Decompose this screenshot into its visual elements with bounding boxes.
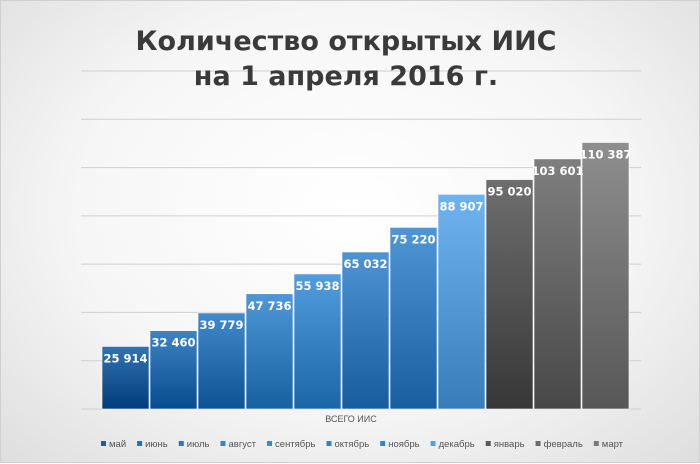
data-label-5: 55 938 [295, 279, 339, 293]
legend-swatch-11 [593, 441, 599, 446]
data-label-2: 32 460 [151, 336, 195, 350]
bar-2 [149, 330, 198, 410]
legend-label-1: май [109, 439, 126, 450]
bars [101, 142, 630, 410]
legend: май июнь июль август сентябрь октябрь ноябрь де… [101, 439, 624, 450]
x-category-label: ВСЕГО ИИС [325, 414, 377, 424]
bar-4 [245, 293, 294, 410]
legend-swatch-2 [137, 441, 143, 446]
chart-title-line-1: Количество открытых ИИС [135, 26, 556, 57]
legend-label-3: июль [187, 439, 210, 450]
legend-label-4: август [228, 439, 256, 450]
bar-9 [485, 179, 534, 410]
legend-label-10: февраль [544, 439, 583, 450]
legend-label-7: ноябрь [388, 439, 419, 450]
data-label-11: 110 387 [579, 147, 631, 161]
data-label-8: 88 907 [439, 199, 483, 213]
bar-7 [389, 227, 438, 410]
data-labels: 25 914 32 460 39 779 47 736 55 938 65 032 75 2… [103, 147, 631, 365]
legend-label-6: октябрь [334, 439, 369, 450]
data-label-6: 65 032 [343, 257, 387, 271]
legend-swatch-6 [326, 441, 332, 446]
legend-label-2: июнь [145, 439, 168, 450]
legend-swatch-3 [178, 441, 184, 446]
data-label-4: 47 736 [247, 299, 291, 313]
legend-label-11: март [602, 439, 624, 450]
bar-10 [533, 158, 582, 410]
bar-1 [101, 346, 150, 410]
data-label-9: 95 020 [487, 185, 531, 199]
bar-5 [293, 273, 342, 410]
legend-label-5: сентябрь [275, 439, 315, 450]
legend-swatch-7 [380, 441, 386, 446]
data-label-10: 103 601 [531, 164, 583, 178]
legend-label-8: декабрь [439, 439, 475, 450]
bar-3 [197, 312, 246, 410]
chart-title-line-2: на 1 апреля 2016 г. [194, 61, 498, 92]
legend-label-9: январь [494, 439, 525, 450]
data-label-3: 39 779 [199, 318, 243, 332]
legend-swatch-8 [430, 441, 436, 446]
legend-swatch-1 [101, 441, 106, 446]
legend-swatch-5 [267, 441, 273, 446]
bar-11 [581, 142, 630, 410]
legend-swatch-9 [485, 441, 491, 446]
data-label-7: 75 220 [391, 232, 435, 246]
legend-swatch-4 [220, 441, 226, 446]
bar-8 [437, 194, 486, 410]
bar-6 [341, 251, 390, 410]
data-label-1: 25 914 [103, 351, 147, 365]
legend-swatch-10 [535, 441, 541, 446]
